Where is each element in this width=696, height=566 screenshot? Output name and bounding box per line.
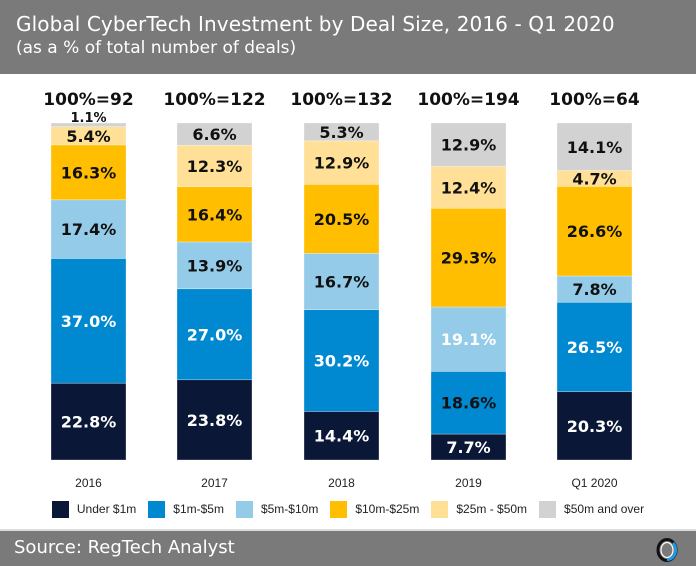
- bar-segment: [556, 391, 633, 461]
- data-label: 27.0%: [187, 325, 243, 344]
- bar-segment: [430, 306, 507, 372]
- bar-total-label: 100%=64: [549, 90, 640, 110]
- data-label: 26.5%: [567, 338, 623, 357]
- data-label: 16.7%: [314, 273, 370, 292]
- bar-total-label: 100%=92: [43, 90, 133, 110]
- x-tick-label: 2017: [201, 476, 228, 490]
- legend-label: $25m - $50m: [456, 502, 528, 516]
- legend-label: $5m-$10m: [260, 502, 319, 516]
- data-label: 17.4%: [61, 220, 117, 239]
- bar-segment: [303, 184, 380, 254]
- legend-swatch: [539, 500, 557, 518]
- bar-segment: [556, 122, 633, 171]
- bar-segment: [556, 186, 633, 277]
- bar-total-label: 100%=132: [290, 90, 392, 110]
- chart-subtitle: (as a % of total number of deals): [16, 38, 297, 58]
- legend-swatch: [148, 500, 166, 518]
- legend-label: $50m and over: [564, 502, 645, 516]
- bar-segment: [430, 208, 507, 308]
- legend-item-under-1m: Under $1m: [51, 500, 137, 518]
- bar-segment: [430, 122, 507, 167]
- data-label: 14.4%: [314, 427, 370, 446]
- data-label: 7.8%: [572, 280, 616, 299]
- bar-segment: [556, 302, 633, 392]
- legend-swatch: [330, 500, 348, 518]
- data-label: 23.8%: [187, 411, 243, 430]
- bar-segment: [176, 288, 253, 381]
- data-label: 7.7%: [446, 438, 490, 457]
- legend-item-50m-over: $50m and over: [539, 500, 645, 518]
- source-text: Source: RegTech Analyst: [14, 537, 235, 558]
- bar-segment: [176, 122, 253, 146]
- bar-segment: [556, 275, 633, 303]
- bar-segment: [50, 144, 127, 201]
- data-label: 30.2%: [314, 352, 370, 371]
- data-label: 12.9%: [314, 154, 370, 173]
- data-label: 13.9%: [187, 256, 243, 275]
- bar-segment: [430, 166, 507, 209]
- data-label: 26.6%: [567, 222, 623, 241]
- data-label: 12.3%: [187, 157, 243, 176]
- legend-swatch: [431, 500, 449, 518]
- bar-segment: [303, 122, 380, 142]
- data-label: 12.4%: [441, 178, 497, 197]
- x-tick-label: 2016: [75, 476, 102, 490]
- bar-total-label: 100%=122: [163, 90, 265, 110]
- data-label: 37.0%: [61, 312, 117, 331]
- data-label: 19.1%: [441, 330, 497, 349]
- bar-segment: [303, 309, 380, 412]
- data-label: 4.7%: [572, 169, 616, 188]
- legend-item-10m-25m: $10m-$25m: [330, 500, 420, 518]
- data-label: 20.3%: [567, 417, 623, 436]
- data-label: 14.1%: [567, 138, 623, 157]
- data-label: 6.6%: [192, 125, 236, 144]
- bar-segment: [50, 382, 127, 461]
- bar-segment: [50, 122, 127, 127]
- chart-header: Global CyberTech Investment by Deal Size…: [0, 0, 696, 74]
- chart-title: Global CyberTech Investment by Deal Size…: [16, 12, 615, 36]
- data-label: 18.6%: [441, 394, 497, 413]
- chart-footer: Source: RegTech Analyst: [0, 529, 696, 566]
- data-label: 16.3%: [61, 163, 117, 182]
- bar-segment: [303, 253, 380, 310]
- legend-label: Under $1m: [76, 502, 137, 516]
- bar-segment: [50, 258, 127, 384]
- bar-segment: [176, 379, 253, 461]
- legend-label: $1m-$5m: [173, 502, 224, 516]
- bar-total-label: 100%=194: [417, 90, 519, 110]
- legend-item-25m-50m: $25m - $50m: [431, 500, 528, 518]
- data-label: 1.1%: [70, 111, 106, 126]
- legend-swatch: [51, 500, 69, 518]
- data-label: 22.8%: [61, 413, 117, 432]
- data-label: 5.4%: [66, 127, 110, 146]
- x-tick-label: Q1 2020: [571, 476, 617, 490]
- regtech-logo-icon: [656, 538, 678, 562]
- bar-segment: [430, 371, 507, 435]
- chart-legend: Under $1m $1m-$5m $5m-$10m $10m-$25m $25…: [0, 494, 696, 524]
- data-label: 12.9%: [441, 136, 497, 155]
- data-label: 5.3%: [319, 123, 363, 142]
- x-tick-label: 2018: [328, 476, 355, 490]
- data-label: 16.4%: [187, 205, 243, 224]
- stacked-bar-chart: 22.8% 37.0% 17.4% 16.3% 5.4%1.1%100%=92 2016 2…: [43, 90, 640, 490]
- x-tick-label: 2019: [455, 476, 482, 490]
- data-label: 29.3%: [441, 249, 497, 268]
- legend-swatch: [235, 500, 253, 518]
- legend-item-5m-10m: $5m-$10m: [235, 500, 319, 518]
- bar-segment: [176, 144, 253, 187]
- legend-label: $10m-$25m: [355, 502, 420, 516]
- data-label: 20.5%: [314, 210, 370, 229]
- legend-item-1m-5m: $1m-$5m: [148, 500, 224, 518]
- bar-segment: [176, 241, 253, 290]
- bar-segment: [430, 433, 507, 461]
- bar-segment: [303, 140, 380, 185]
